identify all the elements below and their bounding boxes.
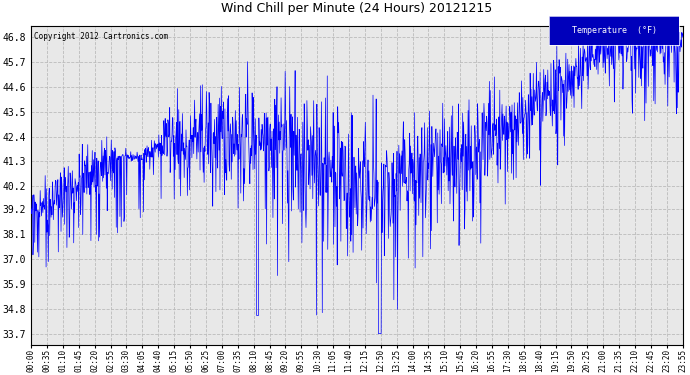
Text: Copyright 2012 Cartronics.com: Copyright 2012 Cartronics.com — [34, 32, 168, 41]
Title: Wind Chill per Minute (24 Hours) 20121215: Wind Chill per Minute (24 Hours) 2012121… — [221, 2, 493, 15]
